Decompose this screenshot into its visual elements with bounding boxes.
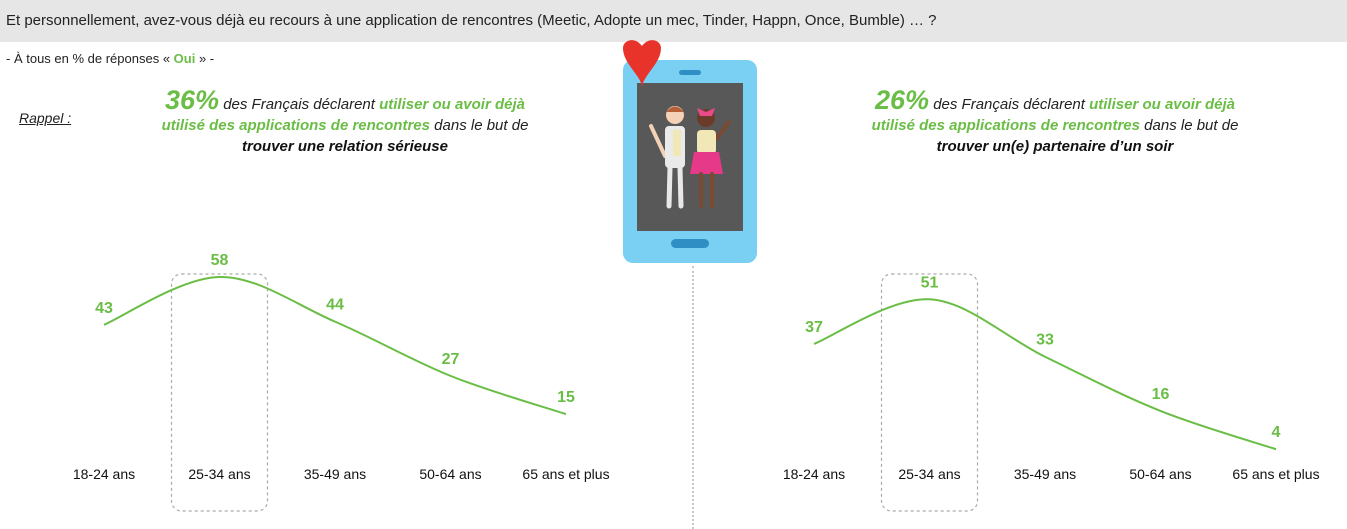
question-text: Et personnellement, avez-vous déjà eu re… [6, 12, 937, 29]
data-label: 58 [211, 252, 229, 269]
stat-left-text2: dans le but de [430, 117, 529, 134]
data-label: 44 [326, 297, 344, 314]
question-header: Et personnellement, avez-vous déjà eu re… [0, 0, 1347, 42]
category-label: 65 ans et plus [522, 466, 609, 482]
phone-home-button [671, 239, 709, 248]
stat-left-percent: 36% [164, 85, 220, 115]
subtitle-oui: Oui [173, 51, 196, 66]
rappel-label: Rappel : [19, 110, 72, 126]
category-label: 35-49 ans [304, 466, 366, 482]
series-line [813, 298, 1277, 451]
category-label: 25-34 ans [898, 466, 960, 482]
data-label: 51 [921, 274, 939, 291]
data-label: 16 [1152, 386, 1170, 403]
stat-right-text2: dans le but de [1140, 117, 1239, 134]
subtitle-suffix: » - [195, 51, 215, 66]
couple-icon [649, 106, 731, 209]
data-label: 27 [442, 351, 460, 368]
series-line [103, 275, 567, 416]
stat-one-night-partner: 26% des Français déclarent utiliser ou a… [870, 87, 1240, 157]
stat-right-text1: des Français déclarent [929, 96, 1090, 113]
highlight-box [170, 273, 269, 512]
category-label: 50-64 ans [419, 466, 481, 482]
data-label: 43 [95, 300, 113, 317]
category-label: 65 ans et plus [1232, 466, 1319, 482]
category-label: 35-49 ans [1014, 466, 1076, 482]
stat-right-green: utiliser ou avoir déjà utilisé des appli… [871, 96, 1235, 134]
highlight-box [880, 273, 979, 512]
data-label: 15 [557, 389, 575, 406]
category-label: 18-24 ans [783, 466, 845, 482]
category-label: 50-64 ans [1129, 466, 1191, 482]
data-label: 4 [1272, 424, 1281, 441]
data-label: 33 [1036, 332, 1054, 349]
data-label: 37 [805, 319, 823, 336]
subtitle-prefix: - À tous en % de réponses « [6, 51, 174, 66]
panel-divider [692, 266, 694, 529]
stat-left-text1: des Français déclarent [219, 96, 380, 113]
heart-icon [623, 40, 661, 88]
stat-left-bold: trouver une relation sérieuse [242, 138, 448, 155]
phone-screen [637, 83, 743, 231]
stat-right-bold: trouver un(e) partenaire d’un soir [936, 138, 1174, 155]
category-label: 18-24 ans [73, 466, 135, 482]
stat-right-percent: 26% [874, 85, 930, 115]
phone-speaker [679, 70, 701, 75]
stat-left-green: utiliser ou avoir déjà utilisé des appli… [161, 96, 525, 134]
category-label: 25-34 ans [188, 466, 250, 482]
stat-serious-relationship: 36% des Français déclarent utiliser ou a… [160, 87, 530, 157]
base-subtitle: - À tous en % de réponses « Oui » - [6, 51, 214, 66]
dating-app-phone-icon [623, 40, 757, 263]
